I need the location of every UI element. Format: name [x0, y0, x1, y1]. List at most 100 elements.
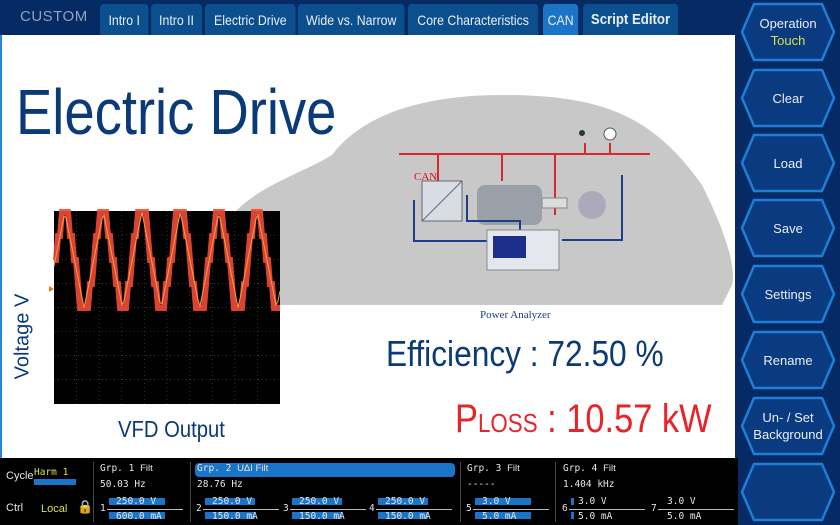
side-button-sublabel: Touch — [770, 33, 806, 48]
ploss-value: : 10.57 kW — [537, 397, 712, 441]
efficiency-readout: Efficiency : 72.50 % — [386, 333, 664, 374]
cycle-bar — [34, 479, 76, 485]
side-button-label: Save — [773, 220, 803, 236]
tab-core-characteristics[interactable]: Core Characteristics — [408, 4, 539, 35]
group-tag: Filt — [140, 463, 153, 474]
channel-voltage-range[interactable]: 250.0 V — [212, 496, 253, 507]
side-button-label: Clear — [772, 90, 804, 106]
tab-script-editor[interactable]: Script Editor — [583, 4, 679, 35]
voltage-range-bar — [475, 498, 531, 505]
group-header[interactable]: Grp. 1 Filt — [100, 463, 153, 474]
page-title: Electric Drive — [16, 76, 337, 148]
ctrl-value: Local — [41, 503, 68, 515]
group-tag: UΔI Filt — [237, 463, 269, 474]
channel-current-range[interactable]: 5.0 mA — [667, 511, 702, 522]
channel-voltage-range[interactable]: 250.0 V — [385, 496, 426, 507]
group-header[interactable]: Grp. 3 Filt — [467, 463, 520, 474]
lock-icon: 🔒 — [77, 500, 94, 515]
side-button-label: Load — [773, 155, 803, 171]
group-tag: Filt — [507, 463, 520, 474]
group-name: Grp. 1 — [100, 463, 135, 474]
range-scale — [473, 509, 549, 510]
range-scale — [290, 509, 366, 510]
tab-can[interactable]: CAN — [543, 4, 579, 35]
channel-current-range[interactable]: 150.0 mA — [212, 511, 258, 522]
side-button-clear[interactable]: Clear — [740, 68, 836, 128]
current-range-bar — [109, 512, 165, 519]
group-name: Grp. 4 — [563, 463, 598, 474]
current-range-bar — [378, 512, 428, 519]
channel-number: 4 — [369, 503, 375, 514]
tab-intro-1[interactable]: Intro I — [100, 4, 149, 35]
channel-current-range[interactable]: 600.0 mA — [116, 511, 162, 522]
side-button-label: Un- / Set Background — [753, 410, 823, 442]
side-button-label: Rename — [763, 352, 813, 368]
range-scale — [569, 509, 645, 510]
channel-number: 6 — [562, 503, 568, 514]
channel-voltage-range[interactable]: 250.0 V — [116, 496, 157, 507]
channel-number: 1 — [100, 503, 106, 514]
range-scale — [107, 509, 183, 510]
ploss-subscript: LOSS — [477, 408, 538, 438]
channel-voltage-range[interactable]: 3.0 V — [482, 496, 511, 507]
group-frequency: 50.03 Hz — [100, 479, 146, 490]
range-scale — [376, 509, 452, 510]
channel-voltage-range[interactable]: 3.0 V — [578, 496, 607, 507]
can-bus-label: CAN — [414, 171, 438, 183]
current-range-bar — [475, 512, 531, 519]
group-header[interactable]: Grp. 4 Filt — [563, 463, 616, 474]
channel-current-range[interactable]: 150.0 mA — [385, 511, 431, 522]
voltage-range-bar — [292, 498, 342, 505]
channel-number: 5 — [466, 503, 472, 514]
ploss-p: P — [455, 397, 478, 441]
voltage-range-bar — [205, 498, 255, 505]
range-scale — [658, 509, 734, 510]
tab-wide-vs-narrow[interactable]: Wide vs. Narrow — [298, 4, 405, 35]
group-name: Grp. 3 — [467, 463, 502, 474]
side-button-save[interactable]: Save — [740, 198, 836, 258]
group-frequency: ----- — [467, 479, 496, 490]
current-range-bar — [205, 512, 255, 519]
status-bar: Cycle Harm 1 Ctrl Local 🔒 Grp. 1 Filt 50.… — [0, 458, 738, 525]
channel-voltage-range[interactable]: 250.0 V — [299, 496, 340, 507]
channel-current-range[interactable]: 5.0 mA — [578, 511, 613, 522]
channel-voltage-range[interactable]: 3.0 V — [667, 496, 696, 507]
side-button-load[interactable]: Load — [740, 133, 836, 193]
channel-number: 7 — [651, 503, 657, 514]
group-frequency: 28.76 Hz — [197, 479, 243, 490]
side-button-un-set-background[interactable]: Un- / Set Background — [740, 396, 836, 456]
voltage-axis-label: Voltage V — [11, 293, 34, 380]
car-diagram — [49, 95, 733, 404]
voltage-range-bar — [571, 498, 575, 505]
cycle-value[interactable]: Harm 1 — [34, 467, 69, 478]
group-name: Grp. 2 — [197, 463, 232, 474]
range-scale — [203, 509, 279, 510]
channel-number: 3 — [283, 503, 289, 514]
channel-current-range[interactable]: 5.0 mA — [482, 511, 517, 522]
cycle-label: Cycle — [6, 470, 34, 482]
voltage-range-bar — [378, 498, 428, 505]
power-analyzer-label: Power Analyzer — [480, 309, 551, 321]
side-button-blank[interactable] — [740, 462, 836, 522]
slide-canvas: Electric Drive CAN Power Analyzer Voltag… — [0, 35, 735, 458]
side-button-rename[interactable]: Rename — [740, 330, 836, 390]
voltage-range-bar — [109, 498, 165, 505]
tab-intro-2[interactable]: Intro II — [151, 4, 203, 35]
side-button-label: Operation — [759, 16, 817, 31]
ctrl-label: Ctrl — [6, 502, 24, 514]
group-2-highlight — [195, 463, 455, 477]
side-button-operation[interactable]: Operation Touch — [740, 2, 836, 62]
group-frequency: 1.404 kHz — [563, 479, 615, 490]
side-button-label: Settings — [764, 286, 812, 302]
power-loss-readout: PLOSS : 10.57 kW — [455, 397, 712, 442]
current-range-bar — [292, 512, 342, 519]
custom-label: CUSTOM — [20, 8, 88, 25]
group-header[interactable]: Grp. 2 UΔI Filt — [197, 463, 268, 474]
tab-electric-drive[interactable]: Electric Drive — [205, 4, 296, 35]
side-button-settings[interactable]: Settings — [740, 264, 836, 324]
current-range-bar — [571, 512, 575, 519]
group-tag: Filt — [603, 463, 616, 474]
vfd-output-label: VFD Output — [118, 416, 225, 442]
channel-number: 2 — [196, 503, 202, 514]
channel-current-range[interactable]: 150.0 mA — [299, 511, 345, 522]
